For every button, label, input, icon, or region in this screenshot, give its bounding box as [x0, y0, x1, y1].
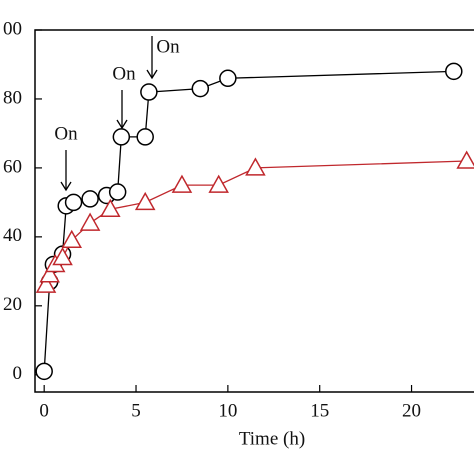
- circle-marker: [112, 128, 131, 146]
- circle-marker: [64, 193, 83, 212]
- axes-frame: [34, 29, 474, 393]
- triangle-marker: [245, 157, 266, 176]
- y-tick-label: 00: [3, 18, 22, 39]
- x-tick-label: 20: [402, 400, 421, 421]
- annotation: On: [156, 36, 180, 57]
- x-tick-label: 15: [310, 400, 329, 421]
- triangle-marker: [39, 264, 60, 283]
- triangle-marker: [52, 247, 73, 266]
- y-tick-label: 40: [3, 225, 22, 246]
- series-line: [43, 70, 454, 372]
- circle-marker: [191, 79, 210, 98]
- annotation: On: [112, 63, 136, 84]
- circle-marker: [219, 69, 237, 88]
- x-tick-label: 5: [131, 400, 141, 421]
- triangle-marker: [35, 274, 57, 293]
- x-tick-label: 0: [39, 400, 49, 421]
- x-axis-label: Time (h): [239, 428, 305, 449]
- circle-marker: [35, 362, 53, 381]
- triangle-marker: [100, 198, 121, 218]
- triangle-marker: [171, 174, 193, 193]
- series-line: [45, 160, 467, 286]
- y-tick-label: 20: [3, 294, 22, 315]
- annotation-arrowhead: [146, 69, 158, 80]
- circle-marker: [140, 83, 158, 101]
- y-tick-label: 60: [3, 156, 22, 177]
- y-tick-label: 80: [3, 87, 22, 108]
- triangle-marker: [61, 229, 83, 249]
- triangle-marker: [208, 174, 229, 193]
- y-tick-label: 0: [13, 363, 23, 384]
- annotation: On: [54, 123, 78, 144]
- circle-marker: [136, 128, 154, 146]
- circle-marker: [108, 183, 127, 201]
- triangle-marker: [79, 212, 101, 231]
- circle-marker: [445, 62, 463, 81]
- x-tick-label: 10: [218, 400, 237, 421]
- annotation-arrowhead: [116, 119, 128, 130]
- triangle-marker: [134, 191, 156, 211]
- circle-marker: [81, 190, 99, 208]
- annotation-arrowhead: [60, 181, 72, 192]
- triangle-marker: [456, 150, 474, 169]
